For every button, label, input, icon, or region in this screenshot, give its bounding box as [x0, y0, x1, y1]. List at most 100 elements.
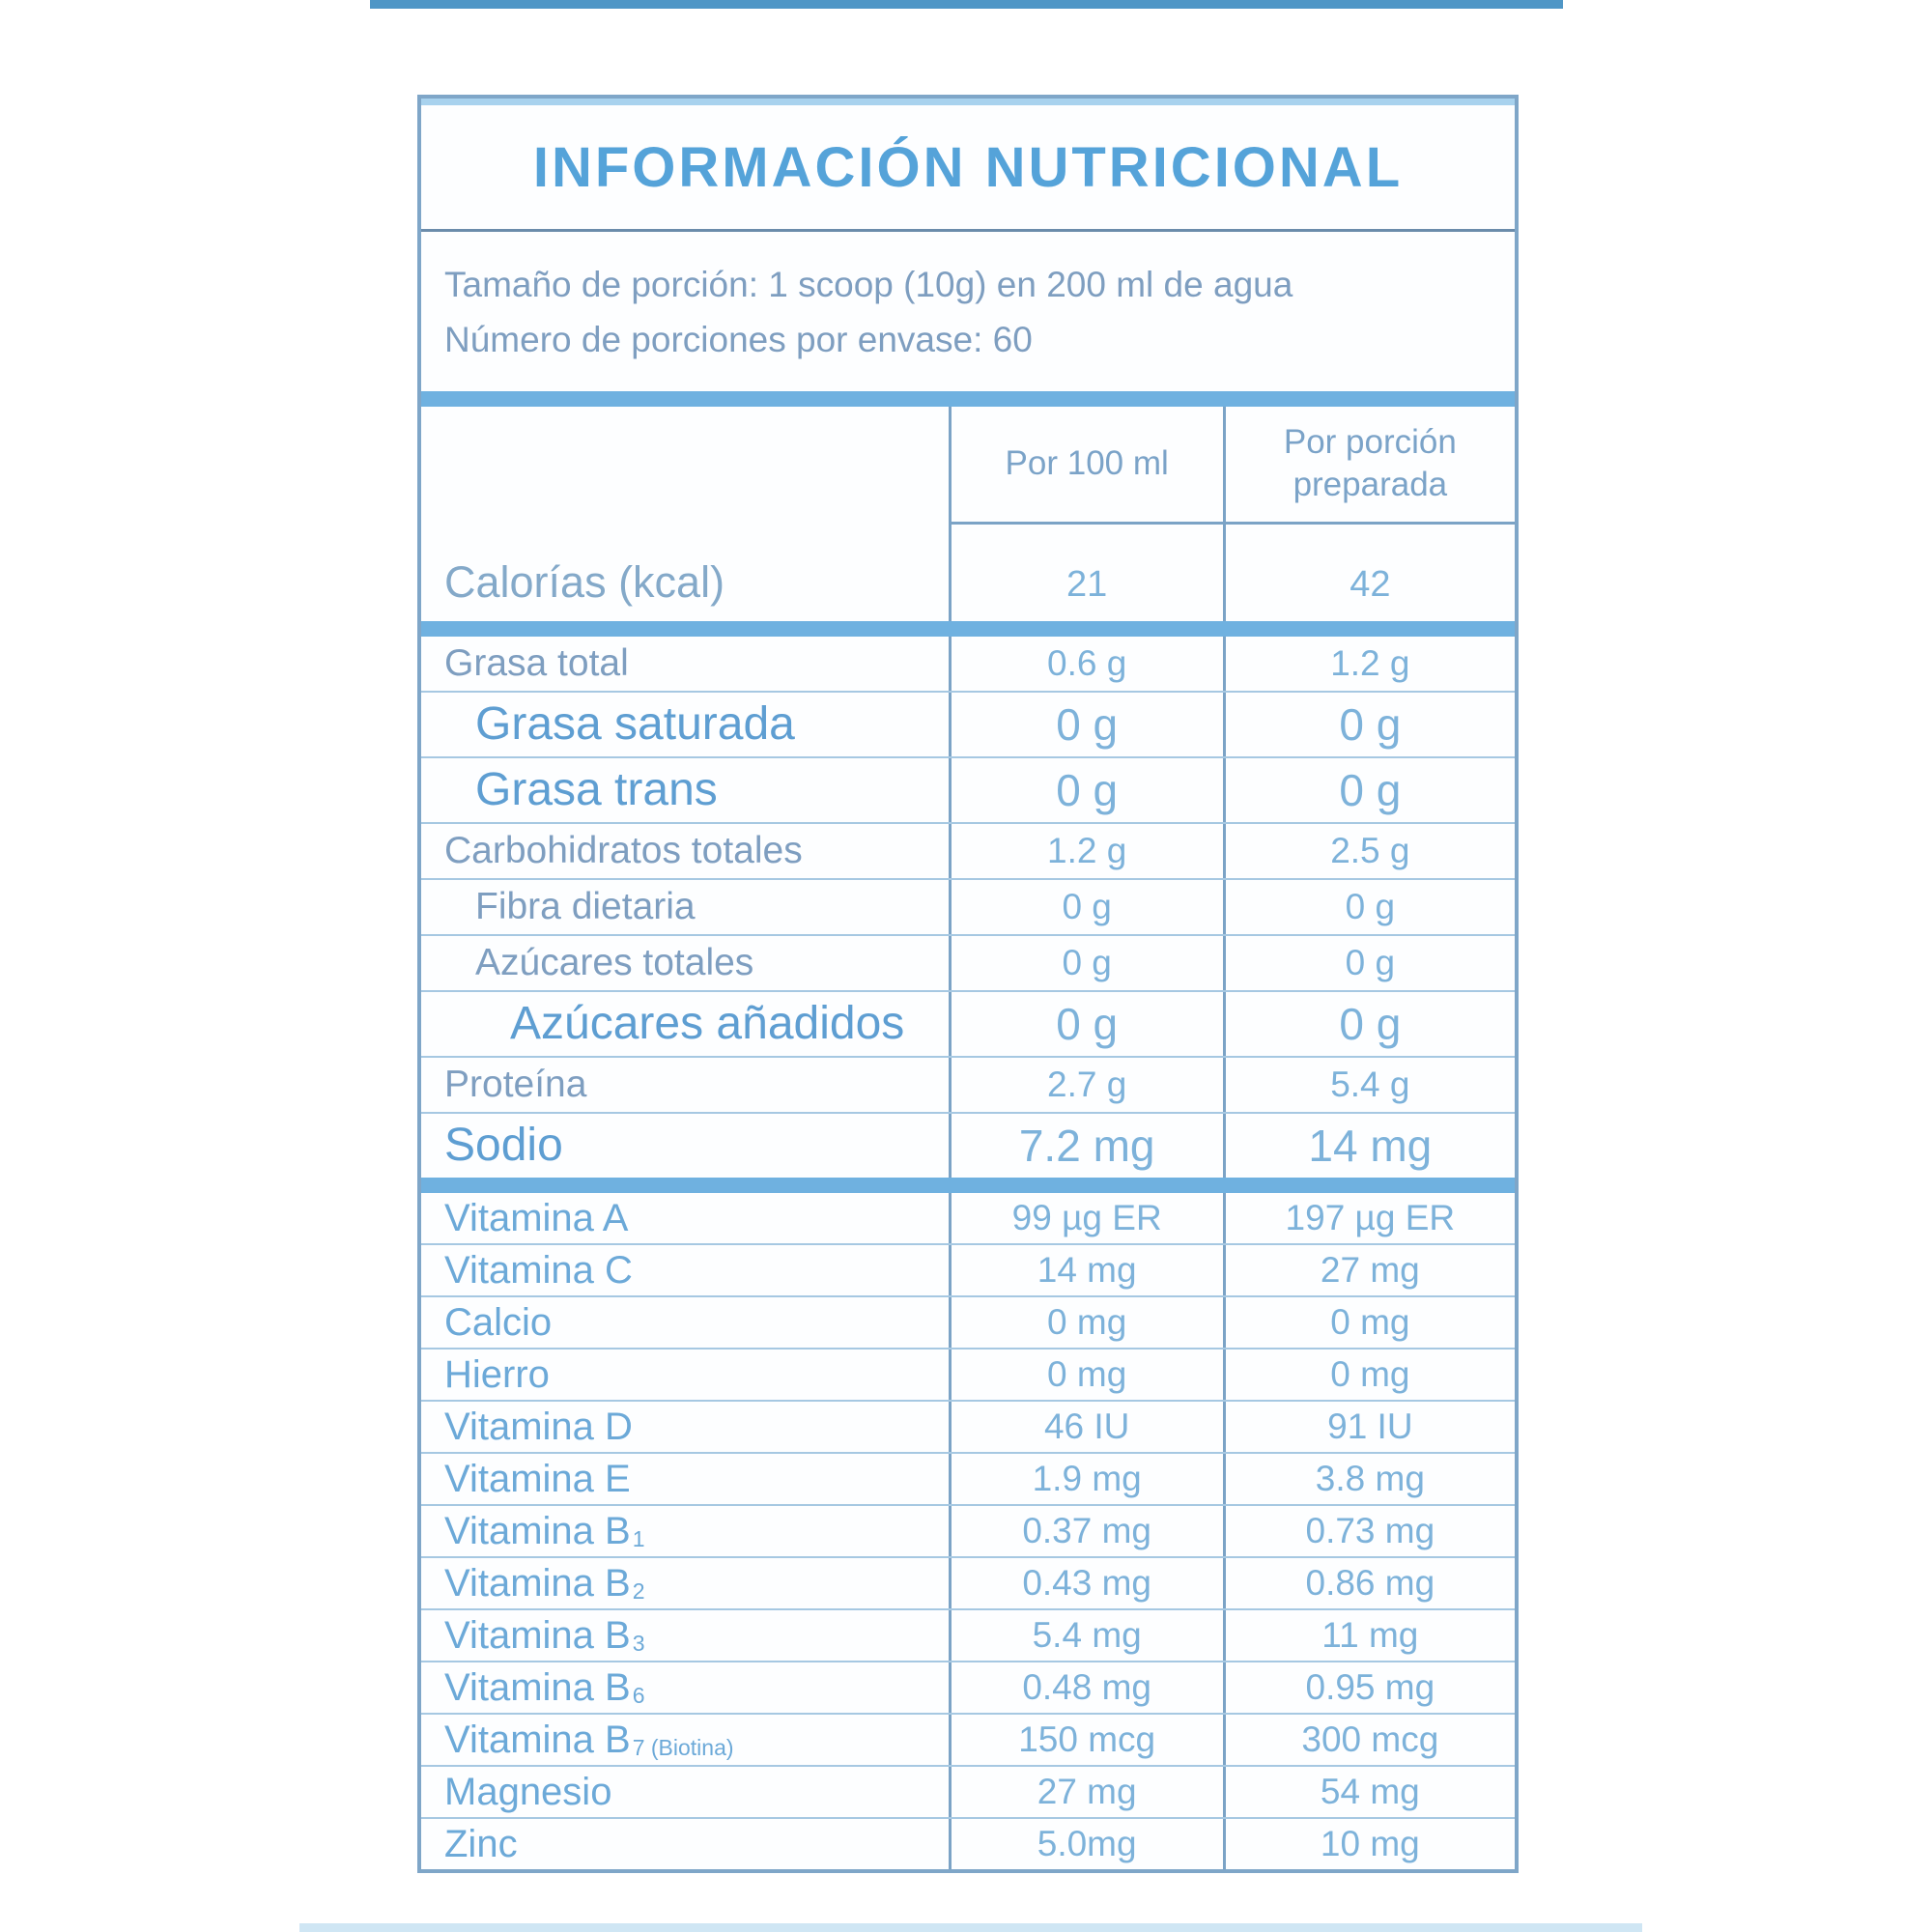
value-per-100ml: 27 mg	[948, 1766, 1223, 1817]
row-label: Vitamina A	[421, 1193, 949, 1243]
row-label: Proteína	[421, 1058, 949, 1112]
page-title: INFORMACIÓN NUTRICIONAL	[532, 135, 1404, 199]
calories-per-portion: 42	[1222, 524, 1515, 621]
table-row: Calcio 0 mg 0 mg	[421, 1294, 1515, 1348]
row-label: Magnesio	[421, 1767, 949, 1817]
value-per-portion: 0 g	[1222, 879, 1515, 934]
value-per-100ml: 0 g	[948, 879, 1223, 934]
row-label-text: Vitamina E	[444, 1457, 631, 1500]
value-per-100ml: 0 g	[948, 692, 1223, 756]
macronutrient-section: Grasa total 0.6 g 1.2 g Grasa saturada 0…	[421, 636, 1515, 1178]
title-divider	[421, 229, 1515, 232]
row-label: Grasa saturada	[421, 693, 949, 756]
value-per-portion: 0 g	[1222, 935, 1515, 990]
row-label-text: Hierro	[444, 1352, 550, 1396]
table-row: Vitamina A 99 µg ER 197 µg ER	[421, 1192, 1515, 1243]
row-label: Vitamina D	[421, 1402, 949, 1452]
row-label: Grasa total	[421, 637, 949, 691]
row-label: Vitamina E	[421, 1454, 949, 1504]
row-label-subscript: 7 (Biotina)	[632, 1734, 734, 1760]
value-per-100ml: 1.9 mg	[948, 1453, 1223, 1504]
value-per-100ml: 150 mcg	[948, 1714, 1223, 1765]
table-row: Proteína 2.7 g 5.4 g	[421, 1055, 1515, 1112]
value-per-portion: 0.95 mg	[1222, 1662, 1515, 1713]
row-label: Vitamina C	[421, 1245, 949, 1295]
value-per-portion: 0 mg	[1222, 1349, 1515, 1400]
row-label-text: Fibra dietaria	[475, 886, 696, 928]
row-label: Azúcares totales	[421, 936, 949, 990]
value-per-100ml: 0.43 mg	[948, 1557, 1223, 1608]
row-label-text: Vitamina A	[444, 1196, 629, 1239]
value-per-portion: 27 mg	[1222, 1244, 1515, 1295]
value-per-100ml: 99 µg ER	[948, 1192, 1223, 1243]
table-row: Fibra dietaria 0 g 0 g	[421, 877, 1515, 934]
value-per-portion: 0.86 mg	[1222, 1557, 1515, 1608]
row-label: Grasa trans	[421, 758, 949, 822]
row-label-subscript: 1	[632, 1525, 645, 1551]
value-per-100ml: 0 mg	[948, 1349, 1223, 1400]
row-label-text: Vitamina C	[444, 1248, 633, 1292]
value-per-portion: 0 g	[1222, 757, 1515, 822]
value-per-portion: 1.2 g	[1222, 636, 1515, 691]
bottom-accent-strip	[299, 1923, 1642, 1932]
value-per-portion: 3.8 mg	[1222, 1453, 1515, 1504]
row-label-text: Sodio	[444, 1119, 563, 1171]
row-label-subscript: 6	[632, 1682, 645, 1708]
calories-row: Calorías (kcal) 21 42	[421, 524, 1515, 621]
row-label: Zinc	[421, 1819, 949, 1869]
row-label-text: Vitamina B	[444, 1718, 631, 1761]
row-label-text: Magnesio	[444, 1770, 612, 1813]
value-per-100ml: 0 g	[948, 757, 1223, 822]
row-label-text: Vitamina B	[444, 1613, 631, 1657]
row-label-text: Azúcares totales	[475, 942, 754, 984]
column-header-spacer	[421, 407, 949, 525]
row-label: Carbohidratos totales	[421, 824, 949, 878]
value-per-100ml: 0 mg	[948, 1296, 1223, 1348]
row-label: Sodio	[421, 1114, 949, 1178]
table-row: Vitamina E 1.9 mg 3.8 mg	[421, 1451, 1515, 1504]
row-label-text: Grasa total	[444, 642, 629, 685]
table-row: Sodio 7.2 mg 14 mg	[421, 1111, 1515, 1178]
value-per-100ml: 0 g	[948, 935, 1223, 990]
row-label-subscript: 3	[632, 1630, 645, 1656]
value-per-portion: 0 mg	[1222, 1296, 1515, 1348]
calories-label: Calorías (kcal)	[444, 556, 725, 607]
table-row: Carbohidratos totales 1.2 g 2.5 g	[421, 821, 1515, 878]
column-header-per-100ml: Por 100 ml	[948, 406, 1223, 525]
value-per-100ml: 1.2 g	[948, 823, 1223, 878]
row-label-text: Calcio	[444, 1300, 553, 1344]
row-label: Hierro	[421, 1350, 949, 1400]
table-row: Magnesio 27 mg 54 mg	[421, 1764, 1515, 1817]
table-row: Azúcares añadidos 0 g 0 g	[421, 989, 1515, 1056]
row-label-text: Carbohidratos totales	[444, 830, 803, 872]
table-row: Vitamina C 14 mg 27 mg	[421, 1242, 1515, 1295]
value-per-portion: 5.4 g	[1222, 1057, 1515, 1112]
table-row: Vitamina D 46 IU 91 IU	[421, 1399, 1515, 1452]
table-row: Zinc 5.0mg 10 mg	[421, 1816, 1515, 1869]
row-label-text: Zinc	[444, 1822, 518, 1865]
value-per-100ml: 2.7 g	[948, 1057, 1223, 1112]
value-per-100ml: 0.37 mg	[948, 1505, 1223, 1556]
top-accent-strip	[370, 0, 1563, 9]
row-label: Azúcares añadidos	[421, 992, 949, 1056]
calories-per-100ml: 21	[948, 524, 1223, 621]
value-per-100ml: 5.0mg	[948, 1818, 1223, 1869]
title-block: INFORMACIÓN NUTRICIONAL	[421, 105, 1515, 229]
row-label-text: Grasa trans	[475, 763, 718, 815]
value-per-portion: 10 mg	[1222, 1818, 1515, 1869]
serving-size-text: Tamaño de porción: 1 scoop (10g) en 200 …	[444, 265, 1293, 304]
value-per-100ml: 0.48 mg	[948, 1662, 1223, 1713]
value-per-portion: 14 mg	[1222, 1113, 1515, 1178]
value-per-portion: 0 g	[1222, 692, 1515, 756]
value-per-100ml: 0 g	[948, 991, 1223, 1056]
divider-band-1	[421, 390, 1515, 407]
micronutrient-section: Vitamina A 99 µg ER 197 µg ER Vitamina C…	[421, 1192, 1515, 1869]
table-row: Grasa saturada 0 g 0 g	[421, 690, 1515, 756]
value-per-portion: 2.5 g	[1222, 823, 1515, 878]
row-label-text: Vitamina B	[444, 1509, 631, 1552]
